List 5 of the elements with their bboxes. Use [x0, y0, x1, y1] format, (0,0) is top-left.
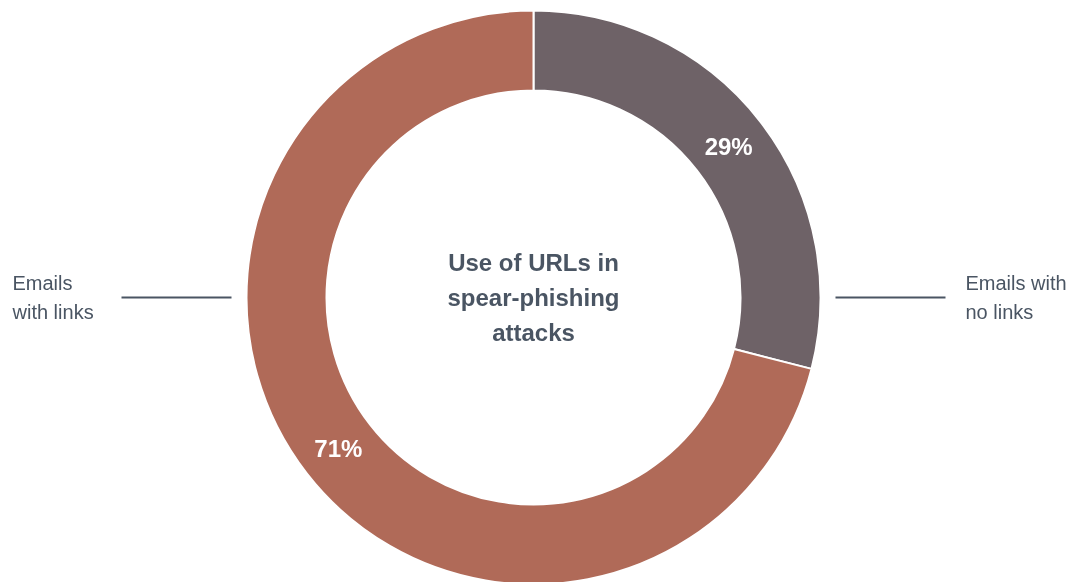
slice-label: Emails with no links	[965, 272, 1067, 323]
data-label: 71%	[314, 435, 363, 463]
text: Use of URLs in spear-phishing attacks	[447, 248, 620, 347]
slice-label: Emails with links	[11, 272, 94, 323]
data-label: 29%	[704, 132, 753, 160]
